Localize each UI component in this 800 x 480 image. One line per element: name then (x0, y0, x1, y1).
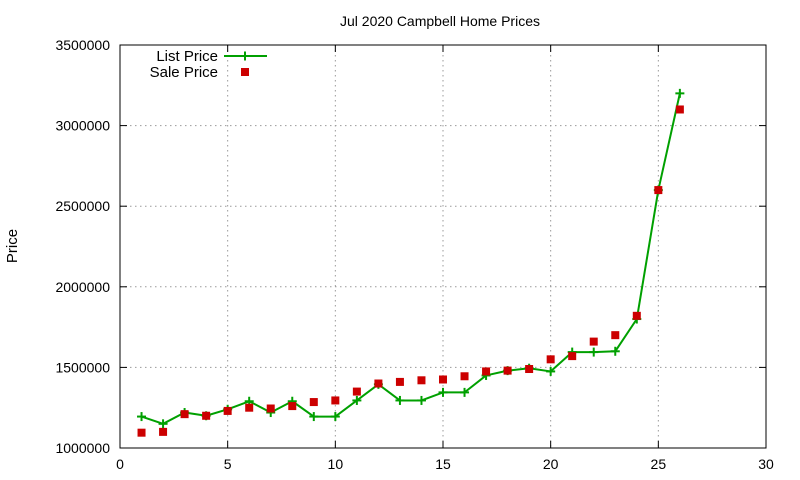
point-sale-price (503, 366, 512, 375)
y-axis-title: Price (4, 229, 21, 263)
point-sale-price (309, 398, 318, 407)
point-list-price (309, 412, 319, 422)
y-tick-label: 2500000 (55, 198, 110, 214)
y-tick-label: 2000000 (55, 279, 110, 295)
point-sale-price (352, 387, 361, 396)
point-sale-price (525, 365, 534, 374)
x-tick-label: 10 (328, 456, 344, 472)
point-sale-price (632, 311, 641, 320)
x-tick-label: 20 (543, 456, 559, 472)
point-list-price (438, 387, 448, 397)
x-tick-label: 25 (651, 456, 667, 472)
legend-label-list-price: List Price (156, 48, 218, 65)
point-sale-price (374, 379, 383, 388)
point-list-price (395, 395, 405, 405)
point-list-price (546, 366, 556, 376)
legend-marker-list-price (240, 51, 250, 61)
legend-marker-sale-price (241, 68, 249, 76)
point-sale-price (460, 372, 469, 381)
point-list-price (158, 419, 168, 429)
series-line-list-price (141, 93, 681, 425)
x-tick-label: 15 (435, 456, 451, 472)
x-tick-label: 0 (116, 456, 124, 472)
grid-lines (120, 45, 766, 448)
point-sale-price (245, 403, 254, 412)
point-sale-price (439, 375, 447, 384)
point-sale-price (654, 186, 663, 195)
point-sale-price (288, 402, 297, 411)
point-sale-price (202, 411, 211, 420)
point-list-price (352, 395, 362, 405)
point-sale-price (159, 427, 168, 436)
point-sale-price (417, 376, 426, 385)
x-tick-label: 5 (224, 456, 232, 472)
point-sale-price (546, 355, 555, 364)
point-sale-price (223, 406, 232, 415)
legend-label-sale-price: Sale Price (150, 64, 218, 81)
axes: 0 5 10 15 20 25 30 1000000 1500000 2000000 2500000… (55, 37, 774, 472)
point-sale-price (137, 428, 146, 437)
series-sale-price (137, 105, 684, 437)
plot-area (137, 88, 685, 437)
point-list-price (675, 88, 685, 98)
point-sale-price (568, 352, 577, 361)
point-list-price (330, 412, 340, 422)
y-tick-label: 3000000 (55, 118, 110, 134)
point-list-price (137, 412, 147, 422)
point-list-price (610, 346, 620, 356)
point-sale-price (180, 410, 189, 419)
point-list-price (416, 395, 426, 405)
point-sale-price (675, 105, 684, 114)
x-tick-label: 30 (758, 456, 774, 472)
y-tick-label: 3500000 (55, 37, 110, 53)
point-list-price (460, 387, 470, 397)
point-list-price (589, 347, 599, 357)
point-sale-price (331, 396, 340, 405)
point-sale-price (611, 331, 620, 340)
y-tick-label: 1000000 (55, 440, 110, 456)
series-list-price (137, 88, 685, 429)
point-sale-price (266, 404, 275, 413)
chart-title: Jul 2020 Campbell Home Prices (340, 13, 540, 29)
point-sale-price (589, 337, 598, 346)
point-sale-price (482, 367, 491, 376)
point-sale-price (395, 377, 404, 386)
y-tick-label: 1500000 (55, 359, 110, 375)
